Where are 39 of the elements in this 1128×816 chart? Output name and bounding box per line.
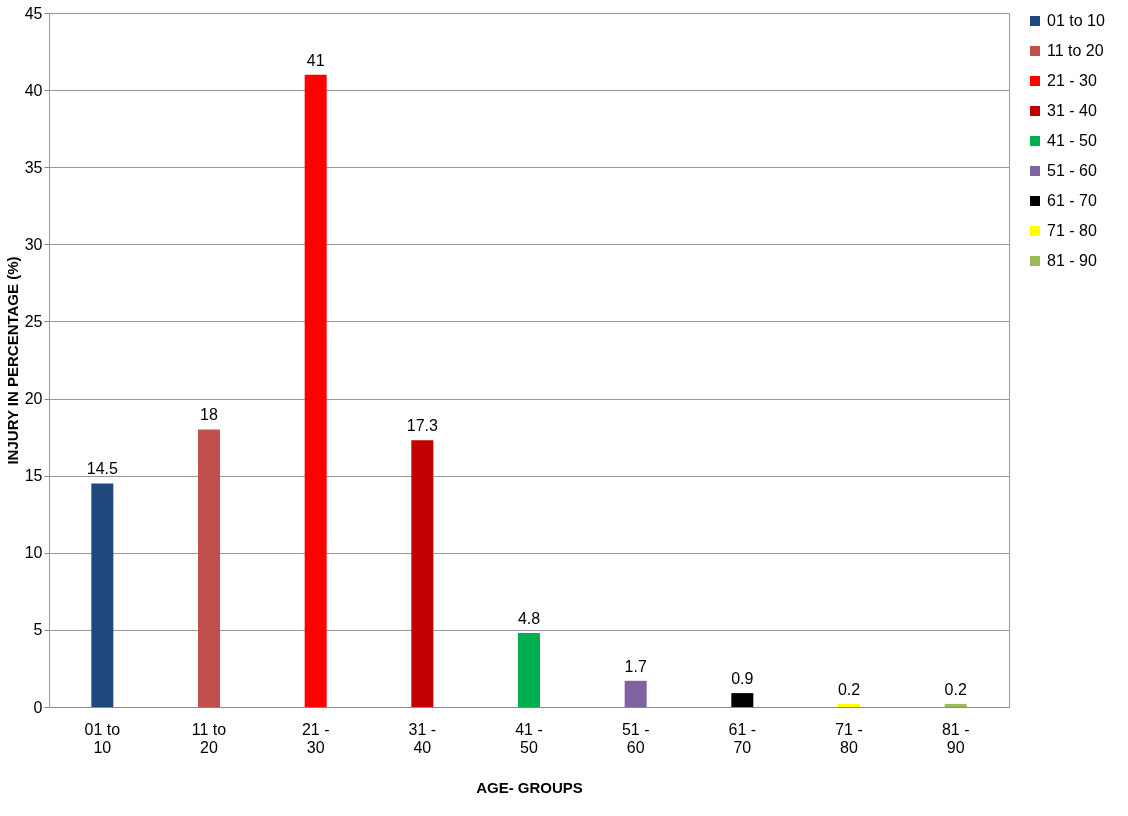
y-tick-label: 25 [24,312,43,330]
data-label: 17.3 [406,417,439,435]
data-label: 14.5 [86,460,119,478]
x-tick-label: 01 to 10 [84,720,121,756]
data-label: 1.7 [624,657,647,675]
legend-label: 71 - 80 [1047,222,1097,239]
x-tick-label: 21 - 30 [301,720,330,756]
data-label: 18 [200,406,218,424]
y-tick-label: 5 [33,621,43,639]
x-tick-label: 71 - 80 [835,720,863,756]
legend-label: 11 to 20 [1047,42,1104,59]
legend-label: 81 - 90 [1047,252,1097,269]
y-tick-label: 40 [24,81,43,99]
y-tick-label: 35 [24,158,43,176]
y-tick-label: 10 [24,544,43,562]
x-tick-label: 41 - 50 [515,720,543,756]
x-tick-label: 61 - 70 [728,720,757,756]
y-tick-label: 0 [33,698,43,716]
data-label: 4.8 [517,609,541,627]
legend-label: 41 - 50 [1047,132,1097,149]
legend-label: 01 to 10 [1047,12,1105,29]
legend-label: 21 - 30 [1047,72,1097,89]
legend-label: 51 - 60 [1047,162,1097,179]
y-tick-label: 20 [24,390,43,408]
y-axis-title: INJURY IN PERCENTAGE (%) [3,256,21,465]
legend-label: 31 - 40 [1047,102,1097,119]
x-tick-label: 11 to 20 [191,720,227,756]
data-label: 0.2 [944,680,967,698]
data-label: 0.9 [731,670,754,688]
data-label: 0.2 [837,680,861,698]
data-label: 41 [306,51,325,69]
legend-label: 61 - 70 [1047,192,1097,209]
y-tick-label: 45 [24,4,43,22]
y-tick-label: 15 [24,467,43,485]
x-tick-label: 81 - 90 [941,720,970,756]
x-tick-label: 31 - 40 [408,720,437,756]
y-tick-label: 30 [24,235,43,253]
x-axis-title: AGE- GROUPS [476,778,583,796]
x-tick-label: 51 - 60 [621,720,650,756]
